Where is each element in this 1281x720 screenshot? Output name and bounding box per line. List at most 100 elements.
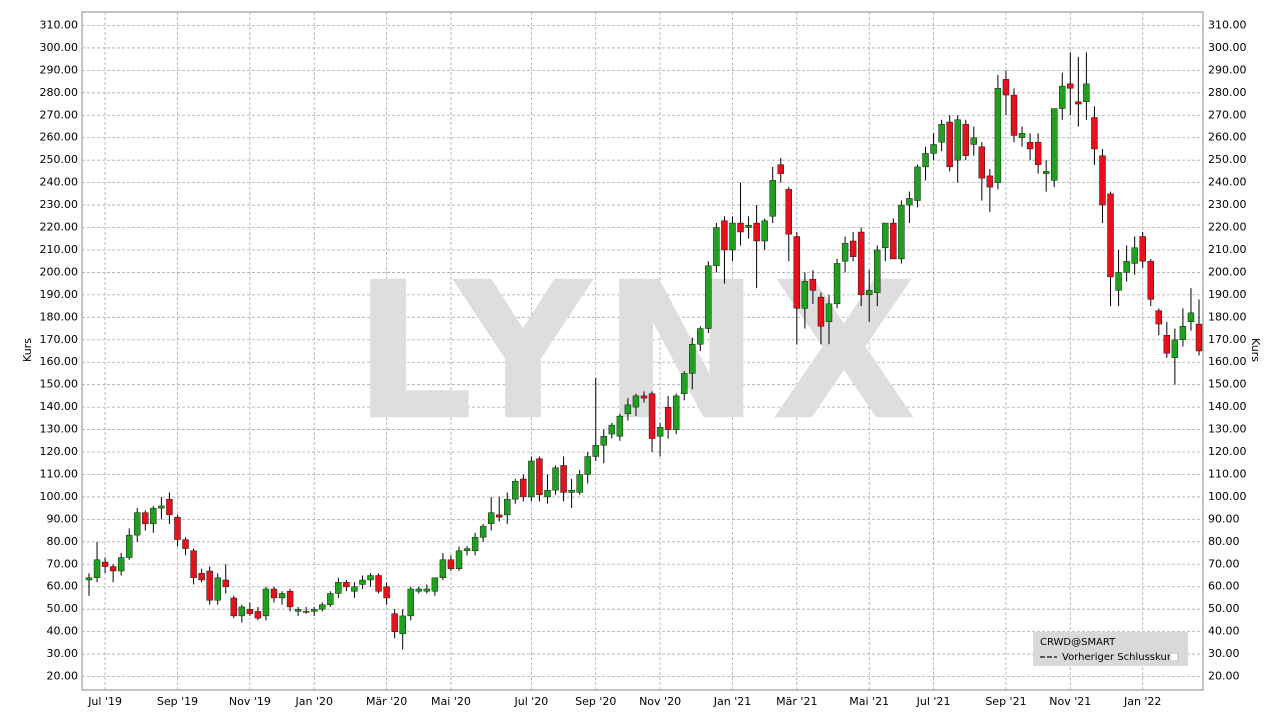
candle-body	[407, 588, 414, 617]
candle-body	[134, 512, 141, 536]
candle-body	[648, 393, 656, 439]
y2-tick-label: 210.00	[1208, 243, 1247, 256]
candle-body	[544, 489, 551, 498]
candle-body	[423, 588, 431, 592]
candle-body	[399, 615, 406, 635]
y-tick-label: 290.00	[40, 63, 79, 76]
candle-body	[182, 539, 189, 549]
candle-body	[592, 445, 599, 457]
candle-body	[238, 606, 246, 617]
candle-body	[882, 222, 889, 248]
y2-tick-label: 30.00	[1208, 647, 1240, 660]
y2-tick-label: 50.00	[1208, 602, 1240, 615]
y-tick-label: 150.00	[40, 378, 79, 391]
candle-body	[616, 415, 624, 437]
x-tick-label: Mai '21	[849, 695, 889, 708]
candle-body	[817, 296, 825, 327]
y-tick-label: 160.00	[40, 355, 79, 368]
candle-body	[375, 575, 382, 592]
y-tick-label: 230.00	[40, 198, 79, 211]
candle-body	[1107, 193, 1114, 278]
y-tick-label: 130.00	[40, 423, 79, 436]
candle-body	[1147, 260, 1154, 300]
candle-body	[689, 344, 696, 374]
x-tick-label: Sep '19	[157, 695, 198, 708]
candle-body	[793, 236, 801, 309]
candle-body	[302, 611, 310, 613]
candle-body	[962, 124, 969, 156]
candle-body	[1034, 142, 1042, 165]
candle-body	[1171, 339, 1179, 358]
y-tick-label: 60.00	[47, 580, 79, 593]
x-tick-label: Jul '21	[916, 695, 951, 708]
candle-body	[109, 566, 117, 572]
candle-body	[479, 525, 487, 538]
y-tick-label: 100.00	[40, 490, 79, 503]
legend-item: Vorheriger Schlusskurs	[1062, 652, 1176, 663]
candle-body	[206, 570, 213, 601]
y2-tick-label: 290.00	[1208, 63, 1247, 76]
y-tick-label: 240.00	[40, 176, 79, 189]
y2-tick-label: 110.00	[1208, 467, 1247, 480]
legend-title: CRWD@SMART	[1040, 637, 1116, 648]
y-tick-label: 20.00	[47, 670, 79, 683]
candle-body	[270, 588, 278, 599]
candle-body	[1091, 117, 1098, 150]
candle-body	[198, 573, 205, 581]
candle-body	[664, 406, 672, 430]
y-tick-label: 300.00	[40, 41, 79, 54]
candle-body	[801, 281, 809, 309]
y-tick-label: 120.00	[40, 445, 79, 458]
candle-body	[327, 593, 334, 605]
candle-body	[150, 507, 157, 525]
y2-tick-label: 60.00	[1208, 580, 1240, 593]
x-tick-label: Nov '20	[639, 695, 681, 708]
y2-tick-label: 200.00	[1208, 265, 1247, 278]
candle-body	[174, 516, 181, 540]
candle-body	[487, 512, 495, 525]
candle-body	[777, 164, 784, 174]
candle-body	[946, 121, 953, 168]
y2-tick-label: 80.00	[1208, 535, 1240, 548]
legend-box	[1033, 632, 1188, 666]
y2-tick-label: 20.00	[1208, 670, 1240, 683]
candle-body	[117, 557, 125, 572]
candle-body	[254, 611, 262, 619]
candle-body	[439, 559, 447, 578]
candle-body	[142, 512, 149, 525]
candle-body	[536, 458, 543, 495]
y2-tick-label: 170.00	[1208, 333, 1247, 346]
candle-body	[391, 613, 398, 632]
x-tick-label: Jan '22	[1123, 695, 1161, 708]
candle-body	[463, 548, 471, 552]
candle-body	[1187, 312, 1195, 323]
y-tick-label: 80.00	[47, 535, 79, 548]
y-tick-label: 220.00	[40, 221, 79, 234]
candle-body	[986, 175, 994, 188]
x-tick-label: Sep '20	[575, 695, 616, 708]
candle-body	[721, 220, 728, 251]
x-tick-label: Jan '20	[294, 695, 332, 708]
candle-body	[471, 537, 479, 552]
legend-checkbox[interactable]	[1169, 652, 1179, 662]
candles	[85, 52, 1203, 650]
candle-body	[697, 328, 704, 345]
candle-body	[455, 550, 463, 569]
y-tick-label: 90.00	[47, 512, 79, 525]
y-tick-label: 280.00	[40, 86, 79, 99]
candle-body	[890, 222, 897, 260]
candle-body	[383, 586, 390, 599]
candle-body	[512, 481, 519, 500]
candle-body	[294, 608, 302, 612]
y2-tick-label: 180.00	[1208, 310, 1247, 323]
candle-body	[978, 146, 986, 179]
candle-body	[246, 608, 254, 614]
y2-tick-label: 270.00	[1208, 108, 1247, 121]
y2-tick-label: 300.00	[1208, 41, 1247, 54]
candle-body	[640, 395, 648, 399]
candle-body	[608, 424, 616, 435]
candle-body	[1099, 155, 1106, 206]
candle-body	[496, 514, 503, 518]
candle-body	[841, 243, 849, 262]
x-tick-label: Jul '19	[87, 695, 122, 708]
